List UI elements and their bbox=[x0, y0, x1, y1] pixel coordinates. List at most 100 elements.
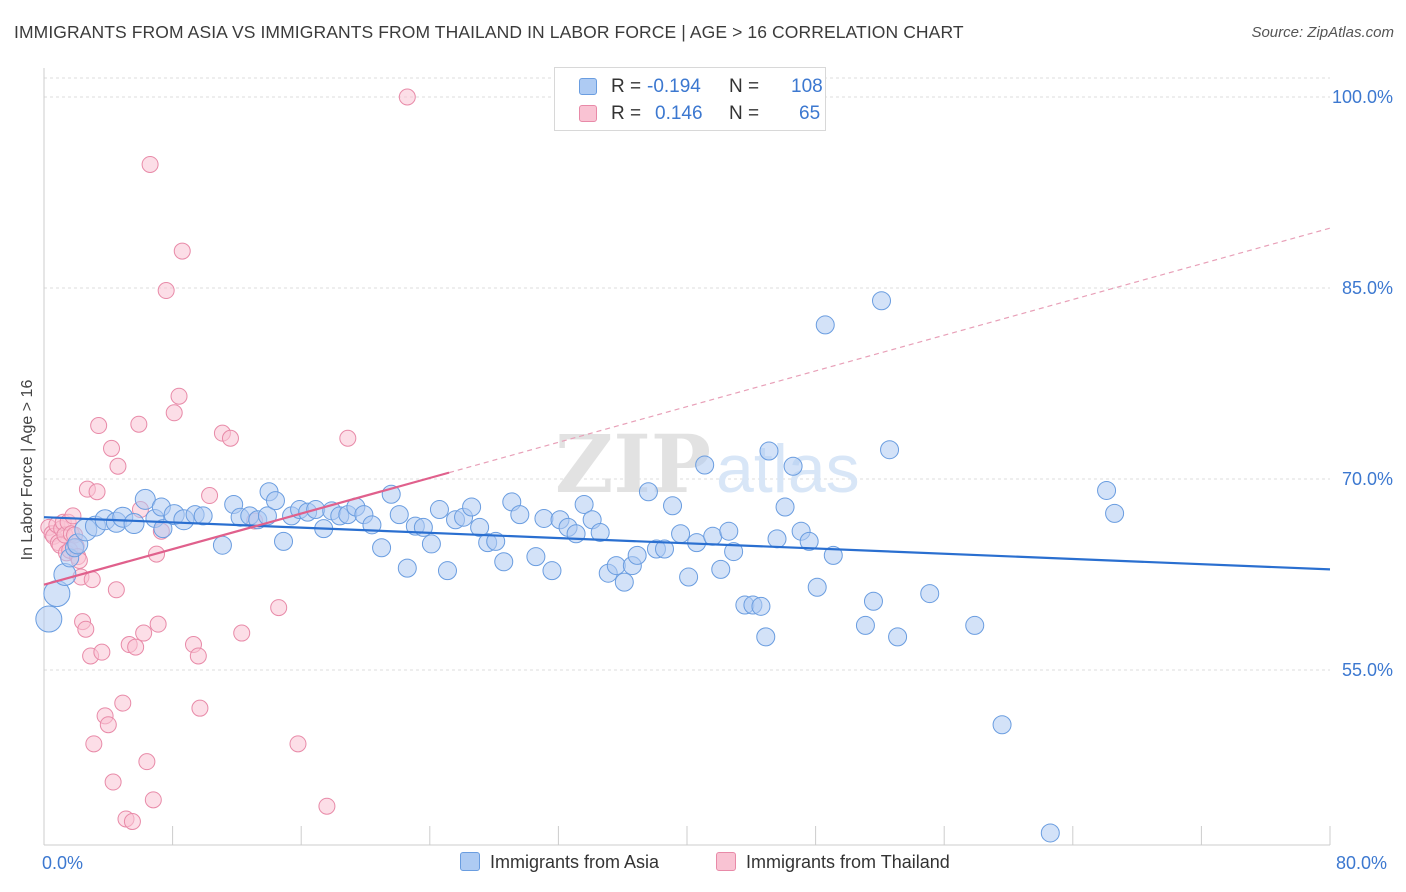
asia-point bbox=[1097, 480, 1117, 500]
asia-point bbox=[462, 497, 482, 517]
axes: 55.0% 70.0% 85.0% 100.0% bbox=[43, 68, 1393, 846]
thailand-point bbox=[157, 282, 175, 300]
r-value: 0.146 bbox=[655, 103, 703, 124]
asia-point bbox=[671, 524, 691, 544]
asia-point bbox=[823, 545, 843, 565]
asia-point bbox=[123, 513, 145, 535]
asia-point bbox=[965, 615, 985, 635]
asia-point bbox=[654, 539, 674, 559]
asia-point bbox=[265, 491, 285, 511]
asia-point bbox=[372, 538, 392, 558]
thailand-trend-extension bbox=[448, 227, 1331, 474]
asia-point bbox=[880, 440, 900, 460]
asia-point bbox=[679, 567, 699, 587]
asia-point bbox=[627, 545, 647, 565]
asia-point bbox=[526, 547, 546, 567]
asia-point bbox=[510, 505, 530, 525]
thailand-point bbox=[170, 387, 188, 405]
thailand-point bbox=[398, 88, 416, 106]
r-label: R = bbox=[611, 76, 642, 97]
thailand-point bbox=[339, 429, 357, 447]
thailand-point bbox=[165, 404, 183, 422]
asia-point bbox=[863, 591, 883, 611]
thailand-points bbox=[40, 88, 416, 831]
asia-point bbox=[855, 615, 875, 635]
thailand-point bbox=[233, 624, 251, 642]
asia-point bbox=[542, 561, 562, 581]
thailand-point bbox=[93, 643, 111, 661]
n-label: N = bbox=[729, 103, 760, 124]
thailand-point bbox=[90, 417, 108, 435]
asia-point bbox=[767, 529, 787, 549]
asia-point bbox=[751, 596, 771, 616]
thailand-point bbox=[289, 735, 307, 753]
asia-point bbox=[1040, 823, 1060, 843]
asia-point bbox=[638, 482, 658, 502]
asia-point bbox=[759, 441, 779, 461]
asia-point bbox=[703, 526, 723, 546]
asia-point bbox=[606, 556, 626, 576]
thailand-trend-line bbox=[43, 471, 450, 586]
n-value: 108 bbox=[791, 76, 823, 97]
n-label: N = bbox=[729, 76, 760, 97]
asia-point bbox=[920, 584, 940, 604]
legend-item-thailand: Immigrants from Thailand bbox=[716, 852, 950, 873]
thailand-point bbox=[130, 415, 148, 433]
asia-point bbox=[257, 506, 277, 526]
asia-point bbox=[815, 315, 835, 335]
x-min-label: 0.0% bbox=[42, 853, 84, 873]
asia-point bbox=[799, 531, 819, 551]
thailand-point bbox=[173, 242, 191, 260]
asia-point bbox=[429, 500, 449, 520]
thailand-point bbox=[149, 615, 167, 633]
asia-point bbox=[783, 456, 803, 476]
y-tick-label: 85.0% bbox=[1342, 278, 1393, 298]
thailand-point bbox=[138, 753, 156, 771]
thailand-point bbox=[135, 624, 153, 642]
asia-point bbox=[872, 291, 892, 311]
thailand-point bbox=[144, 791, 162, 809]
y-tick-label: 100.0% bbox=[1332, 87, 1393, 107]
asia-point bbox=[534, 508, 554, 528]
thailand-point bbox=[141, 155, 159, 173]
asia-point bbox=[719, 521, 739, 541]
asia-point bbox=[614, 572, 634, 592]
asia-point bbox=[437, 561, 457, 581]
thailand-point bbox=[85, 735, 103, 753]
thailand-point bbox=[123, 813, 141, 831]
asia-point bbox=[807, 577, 827, 597]
asia-point bbox=[486, 531, 506, 551]
asia-point bbox=[756, 627, 776, 647]
source-label: Source: ZipAtlas.com bbox=[1251, 24, 1394, 41]
asia-point bbox=[134, 488, 156, 510]
thailand-point bbox=[77, 620, 95, 638]
thailand-point bbox=[221, 429, 239, 447]
y-tick-label: 70.0% bbox=[1342, 469, 1393, 489]
asia-swatch bbox=[579, 78, 597, 95]
legend-label: Immigrants from Thailand bbox=[746, 852, 950, 872]
x-max-label: 80.0% bbox=[1336, 853, 1388, 873]
y-tick-label: 55.0% bbox=[1342, 660, 1393, 680]
asia-point bbox=[35, 605, 63, 633]
r-value: -0.194 bbox=[647, 76, 701, 97]
asia-point bbox=[992, 715, 1012, 735]
chart-title: IMMIGRANTS FROM ASIA VS IMMIGRANTS FROM … bbox=[14, 22, 964, 42]
legend-label: Immigrants from Asia bbox=[490, 852, 660, 872]
n-value: 65 bbox=[799, 103, 821, 124]
thailand-point bbox=[318, 797, 336, 815]
thailand-point bbox=[99, 716, 117, 734]
asia-point bbox=[470, 517, 490, 537]
asia-legend-swatch bbox=[460, 852, 480, 871]
thailand-legend-swatch bbox=[716, 852, 736, 871]
thailand-point bbox=[109, 457, 127, 475]
asia-point bbox=[389, 505, 409, 525]
asia-point bbox=[590, 522, 610, 542]
thailand-swatch bbox=[579, 105, 597, 122]
legend-item-asia: Immigrants from Asia bbox=[460, 852, 659, 873]
asia-point bbox=[724, 542, 744, 562]
asia-point bbox=[775, 497, 795, 517]
thailand-point bbox=[103, 439, 121, 457]
asia-point bbox=[888, 627, 908, 647]
asia-point bbox=[695, 455, 715, 475]
